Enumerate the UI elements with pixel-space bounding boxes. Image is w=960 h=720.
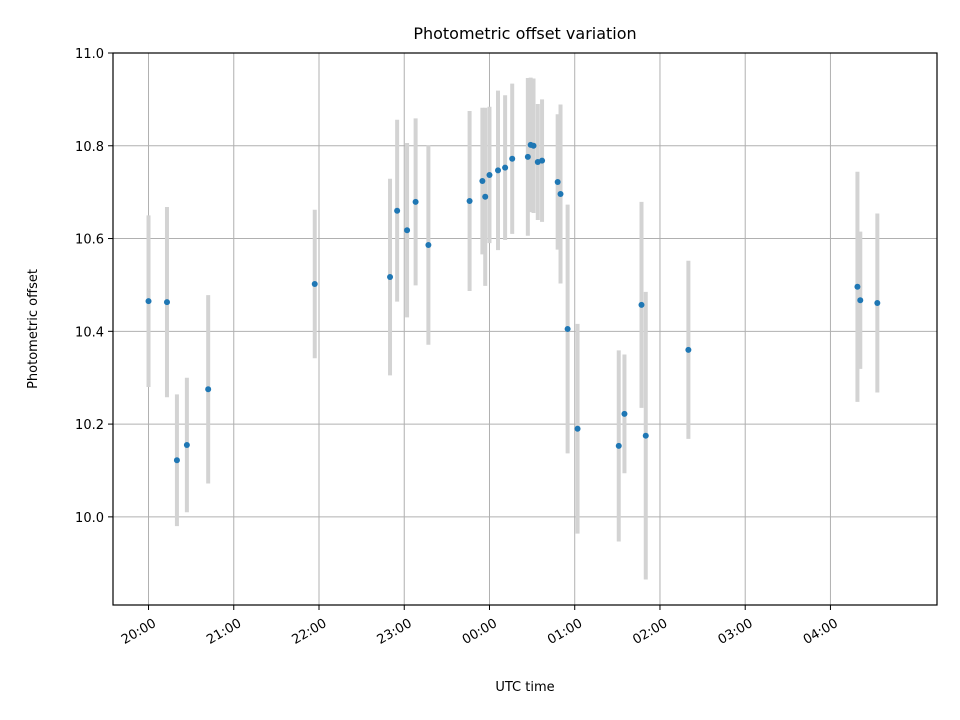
data-point [502,164,509,171]
data-point [557,191,564,198]
grid-lines [113,52,937,605]
y-tick-label: 10.4 [75,325,104,340]
x-axis: 20:00 21:00 22:00 23:00 00:00 01:00 02:00 03:00… [119,605,841,648]
data-point [205,386,212,393]
x-tick-label: 04:00 [801,616,841,648]
chart-title: Photometric offset variation [413,24,636,43]
data-point [574,425,581,432]
data-point [311,281,318,288]
data-point [685,346,692,353]
data-point [466,197,473,204]
data-point [173,457,180,464]
x-tick-label: 03:00 [716,616,756,648]
data-point [486,171,493,178]
data-point [495,167,502,174]
x-tick-label: 23:00 [375,616,415,648]
x-tick-label: 02:00 [630,616,670,648]
data-point [642,432,649,439]
data-point [425,242,432,249]
x-tick-label: 00:00 [460,616,500,648]
y-tick-label: 10.6 [75,233,104,248]
data-point [857,297,864,304]
data-point [509,155,516,162]
data-point [404,227,411,234]
data-point [524,153,531,160]
x-tick-label: 20:00 [119,616,159,648]
x-tick-label: 22:00 [289,616,329,648]
y-tick-label: 10.8 [75,140,104,155]
data-point [479,178,486,185]
data-points [145,141,881,464]
data-point [564,326,571,332]
data-point [482,193,489,200]
data-point [554,178,561,185]
data-point [394,207,401,214]
data-point [539,157,546,164]
x-tick-label: 21:00 [204,616,244,648]
x-axis-label: UTC time [495,680,554,695]
y-tick-label: 10.2 [75,418,104,433]
plot-frame [112,52,938,606]
data-point [854,283,861,290]
data-point [412,198,419,205]
data-point [874,300,881,307]
y-axis-label: Photometric offset [26,269,41,389]
data-point [163,299,170,306]
y-tick-label: 11.0 [75,47,104,62]
data-point [145,298,152,305]
y-axis: 10.0 10.2 10.4 10.6 10.8 11.0 [75,47,113,526]
y-tick-label: 10.0 [75,511,104,526]
plot-background [113,53,937,605]
data-point [638,301,645,308]
data-point [183,441,190,448]
data-point [621,410,628,417]
data-point [615,442,622,449]
data-point [387,274,394,281]
data-point [530,142,537,149]
x-tick-label: 01:00 [545,616,585,648]
